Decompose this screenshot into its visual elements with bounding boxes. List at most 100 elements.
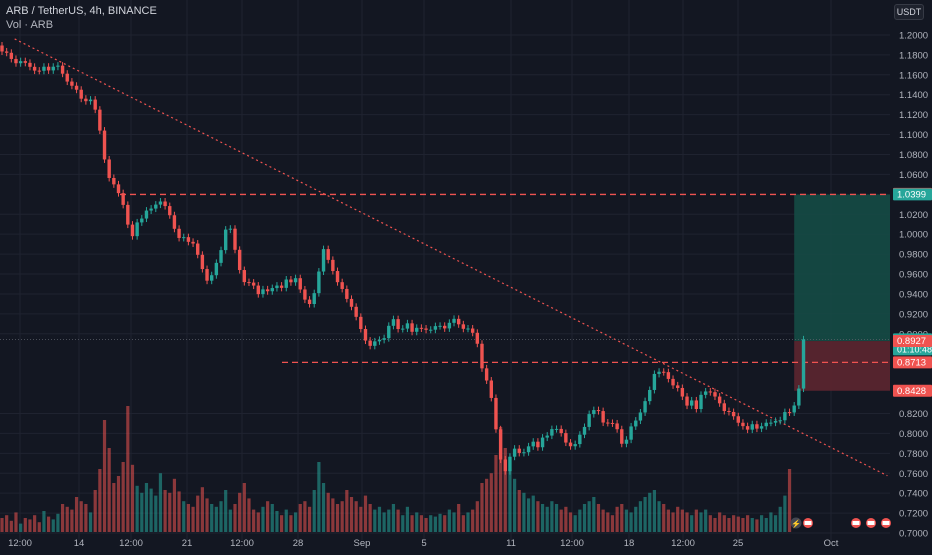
candle-body[interactable] — [708, 391, 713, 393]
candle-body[interactable] — [461, 324, 466, 329]
candle-body[interactable] — [4, 51, 9, 53]
candle-body[interactable] — [801, 339, 806, 389]
candle-body[interactable] — [671, 378, 675, 386]
candle-body[interactable] — [629, 426, 633, 440]
candle-body[interactable] — [107, 159, 111, 178]
candle-body[interactable] — [783, 412, 787, 421]
candle-body[interactable] — [601, 411, 605, 423]
candle-body[interactable] — [526, 446, 531, 453]
candle-body[interactable] — [51, 66, 55, 71]
candle-body[interactable] — [778, 420, 782, 422]
candle-body[interactable] — [289, 279, 293, 283]
candle-body[interactable] — [540, 437, 545, 448]
candle-body[interactable] — [196, 243, 200, 255]
candle-body[interactable] — [149, 208, 153, 211]
candle-body[interactable] — [23, 61, 27, 63]
candle-body[interactable] — [74, 85, 79, 90]
candle-body[interactable] — [373, 341, 377, 346]
candle-body[interactable] — [340, 282, 344, 289]
candle-body[interactable] — [270, 288, 274, 292]
candle-body[interactable] — [377, 339, 382, 342]
candle-body[interactable] — [396, 319, 400, 330]
candle-body[interactable] — [84, 98, 88, 102]
candle-body[interactable] — [689, 400, 694, 406]
candle-body[interactable] — [452, 318, 456, 323]
candle-body[interactable] — [79, 89, 83, 99]
candle-body[interactable] — [191, 241, 195, 244]
candle-body[interactable] — [391, 319, 396, 326]
candle-body[interactable] — [484, 368, 489, 381]
candle-body[interactable] — [251, 282, 256, 286]
candle-body[interactable] — [745, 426, 750, 430]
candle-body[interactable] — [56, 65, 60, 67]
candle-body[interactable] — [349, 298, 354, 307]
lightning-icon[interactable] — [790, 517, 802, 529]
candle-body[interactable] — [568, 442, 573, 447]
candle-body[interactable] — [550, 429, 554, 436]
candle-body[interactable] — [466, 328, 470, 330]
candle-body[interactable] — [592, 410, 596, 415]
candle-body[interactable] — [354, 306, 358, 317]
candle-body[interactable] — [382, 338, 386, 340]
candle-body[interactable] — [326, 249, 330, 260]
candle-body[interactable] — [307, 299, 312, 305]
candle-body[interactable] — [717, 396, 722, 404]
candle-body[interactable] — [247, 282, 251, 284]
candle-body[interactable] — [140, 218, 144, 223]
candle-body[interactable] — [331, 259, 335, 272]
candle-body[interactable] — [755, 424, 759, 429]
candle-body[interactable] — [242, 270, 247, 283]
candle-body[interactable] — [741, 422, 745, 427]
candle-body[interactable] — [37, 70, 41, 72]
candle-body[interactable] — [312, 293, 316, 305]
candle-body[interactable] — [606, 422, 610, 424]
candle-body[interactable] — [158, 201, 163, 205]
candle-body[interactable] — [573, 444, 577, 447]
candle-body[interactable] — [368, 340, 372, 346]
candle-body[interactable] — [32, 66, 37, 71]
candle-body[interactable] — [317, 271, 321, 294]
candle-body[interactable] — [303, 289, 307, 300]
candle-body[interactable] — [536, 441, 540, 448]
candle-body[interactable] — [470, 328, 475, 333]
candle-body[interactable] — [126, 204, 130, 225]
candle-body[interactable] — [587, 414, 591, 427]
candle-body[interactable] — [223, 229, 228, 251]
candle-body[interactable] — [787, 412, 792, 414]
candle-body[interactable] — [293, 278, 298, 283]
candle-body[interactable] — [130, 224, 135, 237]
candle-body[interactable] — [624, 439, 629, 444]
candle-body[interactable] — [182, 237, 186, 239]
candle-body[interactable] — [699, 394, 703, 409]
candle-body[interactable] — [363, 329, 368, 341]
candle-body[interactable] — [438, 325, 442, 327]
candle-body[interactable] — [545, 435, 549, 438]
candle-body[interactable] — [256, 285, 260, 295]
candle-body[interactable] — [648, 389, 652, 402]
currency-button[interactable]: USDT — [894, 4, 924, 20]
candle-body[interactable] — [797, 388, 801, 406]
candle-body[interactable] — [112, 177, 116, 185]
candle-body[interactable] — [284, 279, 288, 288]
candle-body[interactable] — [228, 228, 233, 230]
candle-body[interactable] — [265, 289, 270, 292]
candle-body[interactable] — [219, 250, 223, 263]
candle-body[interactable] — [279, 285, 284, 288]
candle-body[interactable] — [429, 329, 433, 331]
candle-body[interactable] — [643, 401, 647, 413]
candle-body[interactable] — [18, 61, 23, 64]
candle-body[interactable] — [694, 400, 699, 409]
candle-body[interactable] — [620, 429, 624, 444]
candle-body[interactable] — [200, 254, 205, 270]
candle-body[interactable] — [387, 325, 391, 339]
candle-body[interactable] — [168, 206, 172, 216]
candle-body[interactable] — [773, 420, 778, 423]
candle-body[interactable] — [750, 424, 754, 430]
candle-body[interactable] — [42, 66, 46, 71]
candle-body[interactable] — [447, 322, 452, 329]
candle-body[interactable] — [0, 45, 4, 52]
candle-body[interactable] — [634, 420, 638, 427]
candle-body[interactable] — [722, 403, 726, 411]
candle-body[interactable] — [98, 109, 102, 131]
